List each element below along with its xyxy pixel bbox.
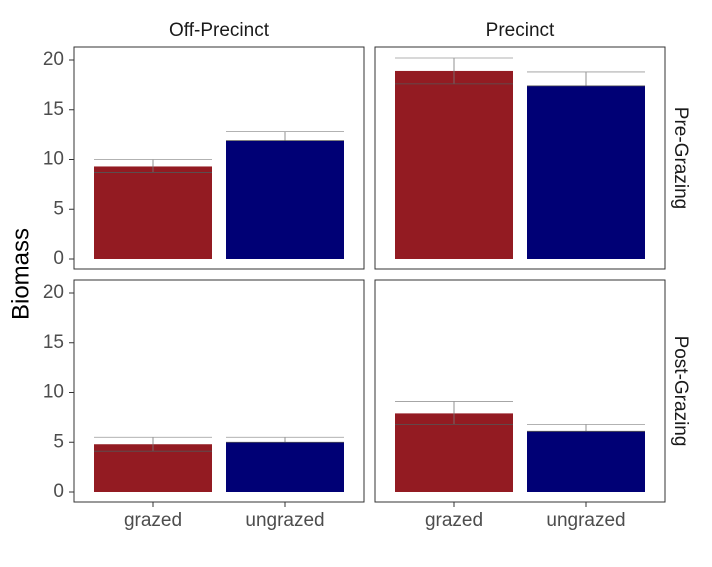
error-bar-ungrazed — [226, 131, 344, 141]
error-bar-ungrazed — [527, 423, 645, 432]
y-tick-label: 20 — [43, 49, 64, 70]
y-tick-label: 20 — [43, 282, 64, 303]
bar-grazed — [94, 444, 212, 492]
y-tick-label: 15 — [43, 99, 64, 120]
bar-ungrazed — [527, 431, 645, 492]
facet-panels — [73, 46, 666, 503]
bar-ungrazed — [226, 140, 344, 259]
y-axis-title: Biomass — [7, 228, 34, 320]
bar-ungrazed — [226, 442, 344, 492]
bar-ungrazed — [527, 85, 645, 260]
x-tick-label-grazed: grazed — [124, 510, 182, 531]
panel-border — [73, 46, 365, 270]
bar-grazed — [395, 413, 513, 492]
panel-off-precinct-pre-grazing — [73, 46, 365, 270]
x-tick-label-ungrazed: ungrazed — [245, 510, 324, 531]
panel-border — [374, 279, 666, 503]
axes: 0 5 10 15 20 0 5 10 15 20 grazed ungrazed grazed ungr… — [43, 49, 626, 531]
facet-column-label-precinct: Precinct — [486, 20, 555, 41]
error-bar-ungrazed — [527, 71, 645, 87]
y-tick-label: 10 — [43, 149, 64, 170]
facet-strips: Off-Precinct Precinct Pre-Grazing Post-G… — [169, 20, 691, 446]
panel-precinct-post-grazing — [374, 279, 666, 503]
error-bar-grazed — [395, 401, 513, 425]
panel-precinct-pre-grazing — [374, 46, 666, 270]
error-bar-grazed — [94, 159, 212, 173]
y-tick-label: 0 — [53, 248, 64, 269]
facet-row-label-post-grazing: Post-Grazing — [670, 336, 691, 447]
panel-border — [374, 46, 666, 270]
bar-grazed — [94, 166, 212, 259]
error-bar-grazed — [395, 57, 513, 85]
panel-border — [73, 279, 365, 503]
y-tick-label: 10 — [43, 382, 64, 403]
x-tick-label-ungrazed: ungrazed — [546, 510, 625, 531]
facet-row-label-pre-grazing: Pre-Grazing — [670, 107, 691, 209]
y-tick-label: 5 — [53, 431, 64, 452]
error-bar-grazed — [94, 436, 212, 452]
y-tick-label: 15 — [43, 332, 64, 353]
y-tick-label: 0 — [53, 481, 64, 502]
error-bar-ungrazed — [226, 436, 344, 443]
y-tick-label: 5 — [53, 198, 64, 219]
panel-off-precinct-post-grazing — [73, 279, 365, 503]
facet-column-label-off-precinct: Off-Precinct — [169, 20, 270, 41]
x-tick-label-grazed: grazed — [425, 510, 483, 531]
bar-grazed — [395, 70, 513, 259]
